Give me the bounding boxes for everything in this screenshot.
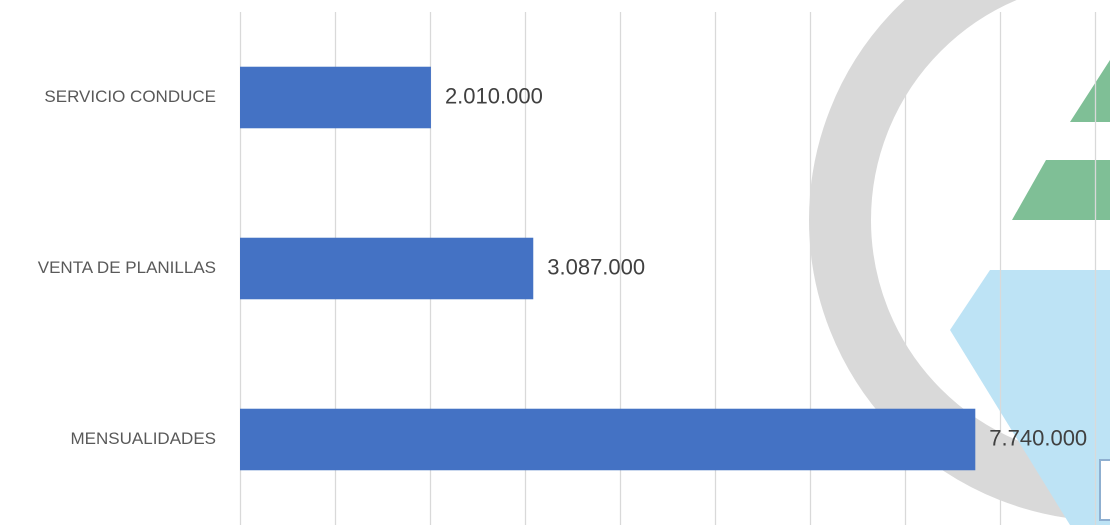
watermark-lightblue-shape	[950, 270, 1110, 525]
category-label: MENSUALIDADES	[71, 429, 216, 448]
labels: SERVICIO CONDUCE 2.010.000 VENTA DE PLANIL…	[38, 83, 1087, 450]
bars	[240, 66, 976, 471]
data-label: 7.740.000	[989, 425, 1087, 450]
watermark-ring	[809, 0, 1110, 521]
data-label: 2.010.000	[445, 83, 543, 108]
watermark-green-top	[1070, 60, 1110, 122]
watermark-box	[1099, 459, 1110, 521]
data-label: 3.087.000	[547, 254, 645, 279]
watermark-green-mid	[1012, 160, 1110, 220]
bar	[240, 237, 534, 300]
category-label: SERVICIO CONDUCE	[44, 87, 216, 106]
bar	[240, 66, 431, 129]
category-label: VENTA DE PLANILLAS	[38, 258, 216, 277]
bar	[240, 408, 976, 471]
